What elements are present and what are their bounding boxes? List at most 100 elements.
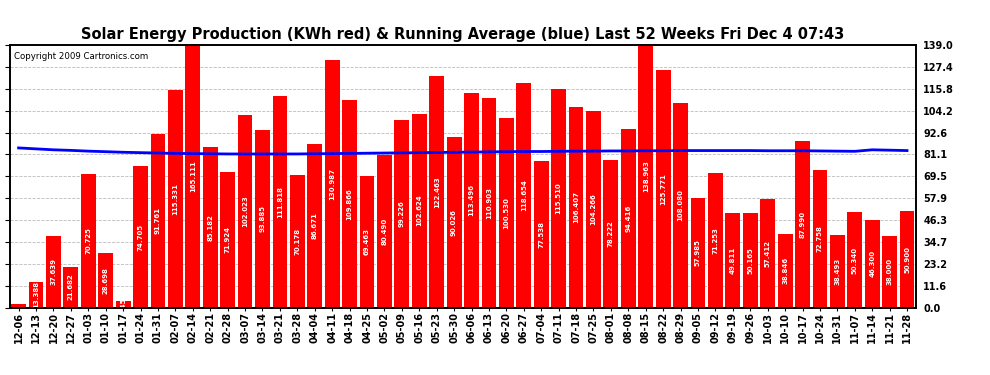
Bar [691, 198, 706, 308]
Text: 109.866: 109.866 [346, 188, 352, 220]
Text: 86.671: 86.671 [312, 212, 318, 239]
Text: 13.388: 13.388 [33, 281, 39, 308]
Bar [708, 173, 723, 308]
Bar [272, 96, 287, 308]
Text: 99.226: 99.226 [399, 200, 405, 227]
Bar [586, 111, 601, 308]
Text: 125.771: 125.771 [660, 173, 666, 205]
Bar [621, 129, 636, 308]
Text: 71.253: 71.253 [713, 227, 719, 254]
Text: 165.111: 165.111 [190, 160, 196, 192]
Text: 37.639: 37.639 [50, 258, 56, 285]
Text: 110.903: 110.903 [486, 187, 492, 219]
Bar [517, 83, 532, 308]
Bar [778, 234, 793, 308]
Bar [481, 98, 496, 308]
Text: 90.026: 90.026 [451, 209, 457, 236]
Bar [847, 212, 862, 308]
Bar [534, 161, 548, 308]
Bar [742, 213, 757, 308]
Text: 50.165: 50.165 [747, 247, 753, 273]
Text: 57.985: 57.985 [695, 239, 701, 266]
Bar [325, 60, 340, 308]
Text: 46.300: 46.300 [869, 250, 875, 278]
Text: 104.266: 104.266 [590, 193, 597, 225]
Text: Copyright 2009 Cartronics.com: Copyright 2009 Cartronics.com [15, 52, 148, 61]
Title: Solar Energy Production (KWh red) & Running Average (blue) Last 52 Weeks Fri Dec: Solar Energy Production (KWh red) & Runn… [81, 27, 844, 42]
Bar [185, 0, 200, 308]
Text: 122.463: 122.463 [434, 176, 440, 208]
Bar [203, 147, 218, 308]
Bar [377, 156, 392, 308]
Text: 69.463: 69.463 [364, 228, 370, 255]
Bar [255, 130, 270, 308]
Text: 3.450: 3.450 [120, 293, 126, 315]
Bar [116, 301, 131, 307]
Bar [760, 199, 775, 308]
Bar [11, 304, 26, 307]
Bar [150, 134, 165, 308]
Text: 108.080: 108.080 [677, 189, 683, 222]
Bar [343, 100, 357, 308]
Bar [168, 90, 183, 308]
Text: 118.654: 118.654 [521, 180, 527, 212]
Bar [551, 89, 566, 308]
Bar [604, 160, 619, 308]
Bar [430, 76, 445, 308]
Bar [639, 45, 653, 308]
Text: 91.761: 91.761 [155, 207, 161, 234]
Bar [726, 213, 741, 308]
Bar [47, 236, 60, 308]
Text: 85.182: 85.182 [207, 214, 213, 240]
Text: 138.963: 138.963 [643, 160, 648, 192]
Text: 78.222: 78.222 [608, 220, 614, 247]
Text: 38.000: 38.000 [887, 258, 893, 285]
Text: 50.900: 50.900 [904, 246, 910, 273]
Bar [795, 141, 810, 308]
Text: 111.818: 111.818 [277, 186, 283, 218]
Text: 94.416: 94.416 [626, 205, 632, 232]
Bar [813, 170, 828, 308]
Bar [81, 174, 96, 308]
Bar [238, 115, 252, 308]
Bar [359, 176, 374, 308]
Bar [446, 138, 461, 308]
Text: 130.987: 130.987 [329, 168, 336, 200]
Text: 102.023: 102.023 [243, 195, 248, 227]
Text: 77.538: 77.538 [539, 221, 545, 248]
Bar [882, 236, 897, 308]
Text: 113.496: 113.496 [468, 184, 474, 216]
Text: 38.846: 38.846 [782, 257, 788, 284]
Text: 80.490: 80.490 [381, 218, 387, 245]
Bar [673, 104, 688, 308]
Bar [290, 175, 305, 308]
Text: 49.811: 49.811 [730, 247, 736, 274]
Bar [655, 70, 670, 308]
Text: 28.698: 28.698 [103, 267, 109, 294]
Bar [29, 282, 44, 308]
Text: 115.510: 115.510 [555, 183, 561, 214]
Text: 93.885: 93.885 [259, 206, 265, 232]
Text: 100.530: 100.530 [503, 196, 510, 228]
Bar [394, 120, 409, 308]
Bar [412, 114, 427, 308]
Text: 115.331: 115.331 [172, 183, 178, 214]
Text: 87.990: 87.990 [800, 211, 806, 238]
Bar [830, 235, 844, 308]
Text: 71.924: 71.924 [225, 226, 231, 253]
Bar [865, 220, 879, 308]
Text: 70.178: 70.178 [294, 228, 300, 255]
Bar [220, 172, 235, 308]
Text: 74.705: 74.705 [138, 224, 144, 251]
Bar [464, 93, 479, 308]
Text: 102.624: 102.624 [416, 195, 423, 226]
Text: 106.407: 106.407 [573, 191, 579, 223]
Text: 38.493: 38.493 [835, 258, 841, 285]
Text: 21.682: 21.682 [68, 274, 74, 300]
Bar [900, 211, 915, 308]
Bar [63, 267, 78, 308]
Bar [133, 166, 148, 308]
Bar [307, 144, 322, 308]
Bar [568, 106, 583, 308]
Text: 70.725: 70.725 [85, 227, 91, 254]
